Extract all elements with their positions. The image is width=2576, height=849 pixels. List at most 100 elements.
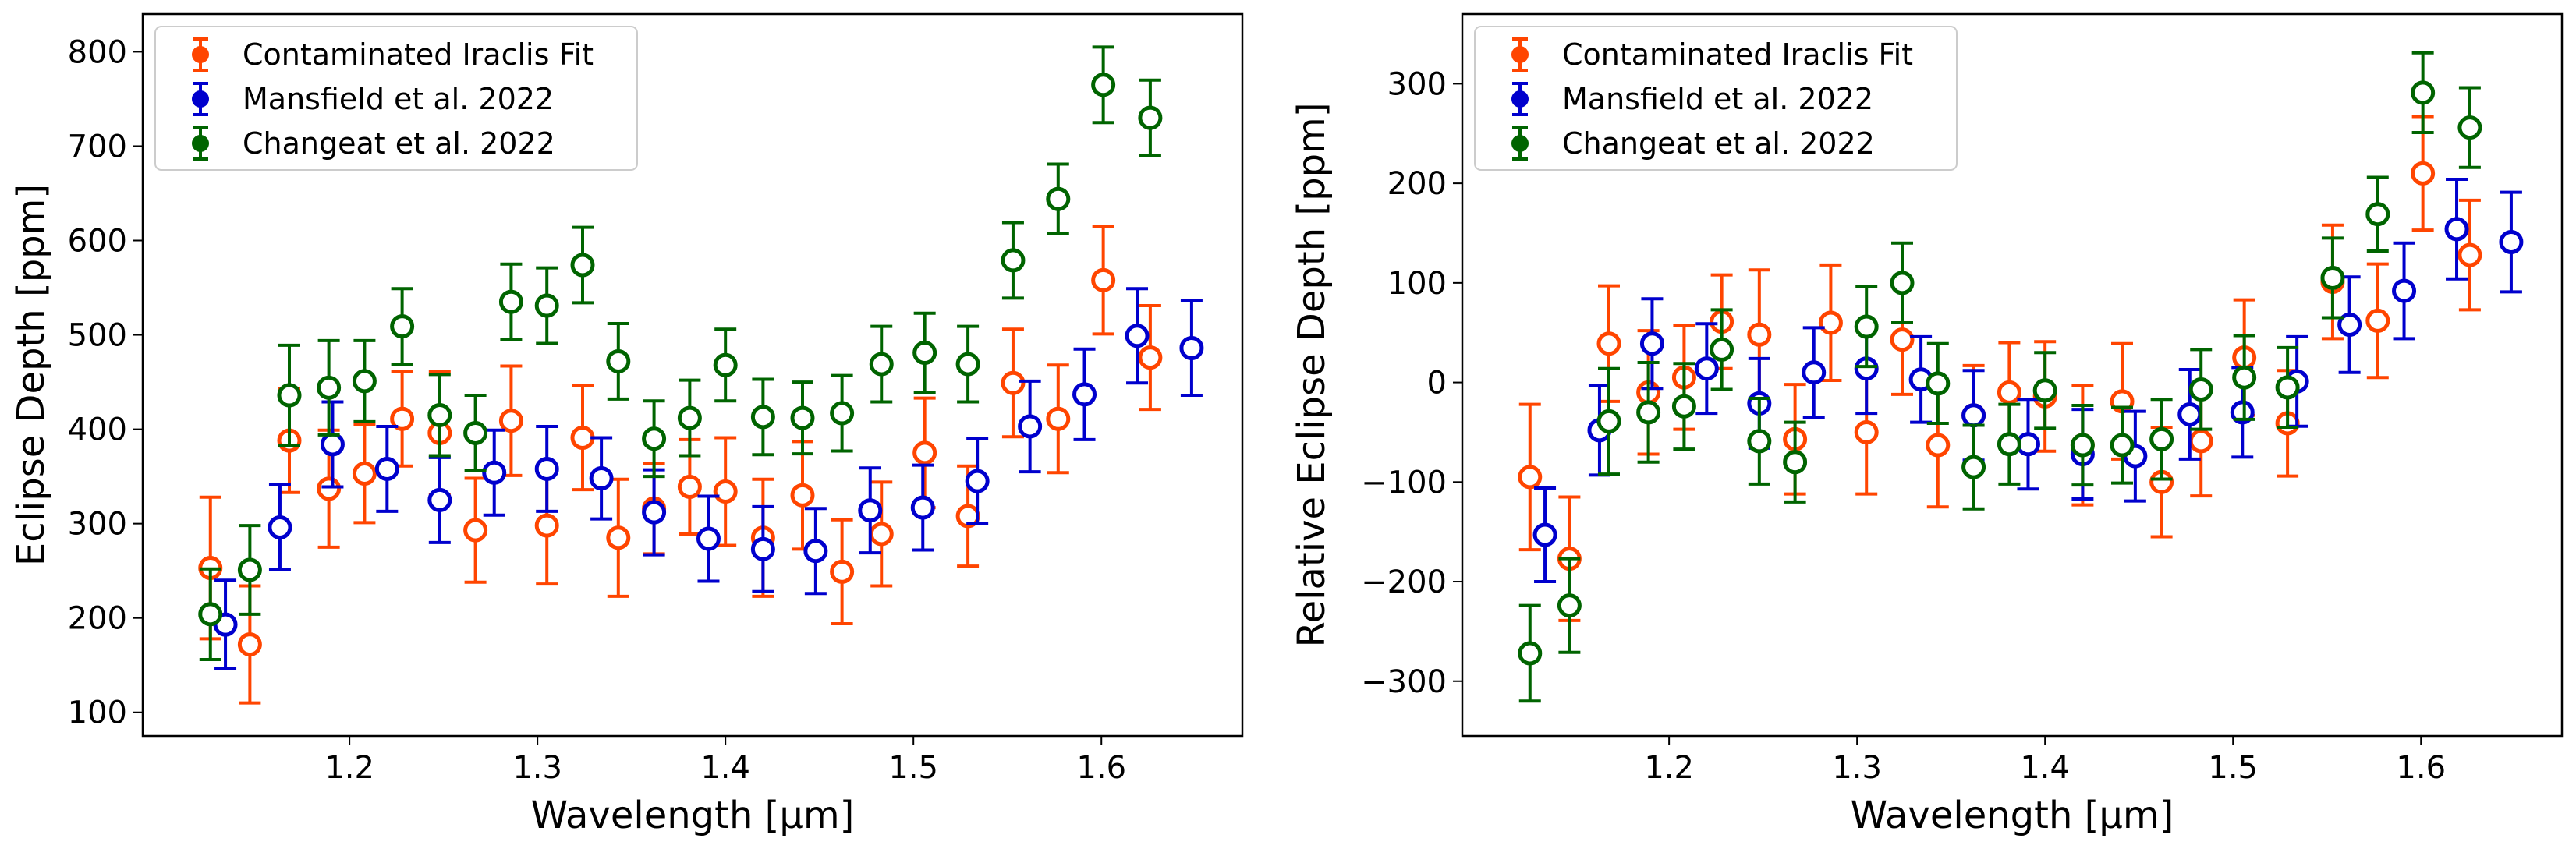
x-tick-label: 1.2: [324, 750, 374, 786]
iraclis-point: [1818, 310, 1843, 335]
mansfield-point: [268, 515, 292, 539]
mansfield-point: [2444, 217, 2469, 242]
legend-label: Changeat et al. 2022: [243, 126, 555, 161]
iraclis-point: [677, 474, 702, 499]
changeat-point: [1747, 429, 1772, 454]
x-tick-label: 1.3: [512, 750, 562, 786]
y-tick-label: 300: [68, 507, 127, 543]
mansfield-point: [2230, 400, 2255, 425]
changeat-point: [498, 289, 523, 314]
iraclis-point: [2411, 161, 2436, 186]
iraclis-point: [1596, 331, 1621, 356]
changeat-point: [1138, 105, 1163, 130]
changeat-point: [317, 375, 342, 400]
changeat-point: [1001, 248, 1026, 273]
changeat-point: [2365, 202, 2390, 227]
changeat-point: [2320, 265, 2345, 290]
x-tick-label: 1.6: [1076, 750, 1126, 786]
changeat-point: [2032, 378, 2057, 403]
changeat-point: [1854, 314, 1879, 339]
changeat-point: [2275, 375, 2300, 400]
y-tick-label: 100: [1387, 266, 1447, 302]
legend-marker-point: [1511, 90, 1529, 108]
mansfield-point: [910, 495, 935, 520]
changeat-point: [912, 341, 937, 366]
y-tick-label: 0: [1427, 366, 1447, 402]
iraclis-point: [390, 406, 415, 431]
changeat-point: [427, 402, 452, 427]
legend-entry-iraclis: Contaminated Iraclis Fit: [1511, 37, 1913, 72]
changeat-point: [1783, 450, 1808, 475]
changeat-point: [790, 405, 815, 430]
mansfield-point: [750, 536, 775, 561]
changeat-point: [955, 352, 980, 377]
series-mansfield: [213, 287, 1204, 671]
iraclis-point: [570, 425, 595, 450]
mansfield-point: [534, 456, 559, 481]
iraclis-point: [1518, 465, 1543, 490]
iraclis-point: [1890, 327, 1915, 352]
mansfield-point: [2499, 229, 2524, 254]
changeat-point: [677, 405, 702, 430]
iraclis-point: [1091, 267, 1116, 292]
changeat-point: [1890, 271, 1915, 295]
mansfield-point: [1125, 324, 1150, 348]
iraclis-point: [534, 513, 559, 538]
x-tick-label: 1.5: [888, 750, 938, 786]
y-tick-label: 200: [1387, 166, 1447, 202]
y-axis-label: Relative Eclipse Depth [ppm]: [1290, 102, 1334, 647]
changeat-point: [1091, 73, 1116, 97]
changeat-point: [2457, 115, 2482, 140]
series-changeat: [1518, 51, 2482, 703]
legend-marker-point: [192, 135, 209, 152]
iraclis-point: [2365, 308, 2390, 333]
mansfield-point: [1179, 336, 1204, 361]
mansfield-point: [1961, 403, 1986, 428]
iraclis-point: [1747, 322, 1772, 347]
legend-entry-changeat: Changeat et al. 2022: [1511, 126, 1875, 161]
mansfield-point: [642, 500, 667, 525]
changeat-point: [2232, 365, 2257, 390]
changeat-point: [1557, 593, 1582, 618]
changeat-point: [830, 401, 855, 426]
legend-label: Mansfield et al. 2022: [243, 82, 554, 116]
legend-entry-mansfield: Mansfield et al. 2022: [1511, 82, 1873, 116]
iraclis-point: [790, 483, 815, 508]
mansfield-point: [427, 487, 452, 512]
changeat-point: [534, 293, 559, 318]
plot-frame: [141, 12, 1244, 738]
legend-box: [154, 26, 638, 171]
mansfield-point: [374, 456, 399, 481]
panel-left: 1.2 1.3 1.4 1.5 1.6 100 200 300 400 500 600 700 800 W…: [9, 12, 1244, 837]
iraclis-point: [606, 525, 631, 550]
iraclis-point: [1046, 406, 1071, 431]
changeat-point: [463, 420, 488, 445]
iraclis-point: [498, 409, 523, 433]
mansfield-point: [1694, 356, 1719, 381]
legend-label: Changeat et al. 2022: [1562, 126, 1875, 161]
mansfield-point: [696, 526, 721, 551]
y-tick-label: 200: [68, 601, 127, 637]
changeat-point: [2411, 80, 2436, 105]
y-tick-label: −100: [1361, 465, 1447, 501]
changeat-point: [2188, 377, 2213, 402]
iraclis-point: [317, 476, 342, 501]
iraclis-point: [830, 559, 855, 584]
changeat-point: [1596, 409, 1621, 433]
y-tick-label: 600: [68, 224, 127, 260]
y-tick-label: 400: [68, 412, 127, 448]
changeat-point: [1997, 432, 2021, 457]
changeat-point: [198, 602, 223, 627]
mansfield-point: [482, 460, 507, 485]
legend-label: Mansfield et al. 2022: [1562, 82, 1873, 116]
mansfield-point: [1532, 522, 1557, 547]
y-tick-label: 300: [1387, 66, 1447, 102]
changeat-point: [237, 557, 262, 582]
iraclis-point: [237, 632, 262, 657]
x-axis-label: Wavelength [μm]: [1851, 794, 2174, 837]
x-tick-label: 1.2: [1644, 750, 1694, 786]
mansfield-point: [320, 432, 345, 457]
iraclis-point: [713, 479, 738, 504]
x-tick-label: 1.4: [2020, 750, 2070, 786]
